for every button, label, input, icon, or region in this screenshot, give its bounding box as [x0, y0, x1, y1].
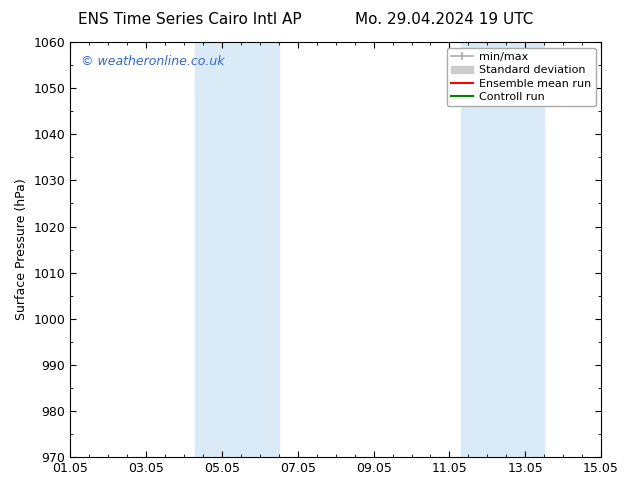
Bar — [461, 42, 544, 457]
Bar — [195, 42, 279, 457]
Text: Mo. 29.04.2024 19 UTC: Mo. 29.04.2024 19 UTC — [354, 12, 533, 27]
Text: ENS Time Series Cairo Intl AP: ENS Time Series Cairo Intl AP — [79, 12, 302, 27]
Text: © weatheronline.co.uk: © weatheronline.co.uk — [81, 54, 224, 68]
Y-axis label: Surface Pressure (hPa): Surface Pressure (hPa) — [15, 179, 28, 320]
Legend: min/max, Standard deviation, Ensemble mean run, Controll run: min/max, Standard deviation, Ensemble me… — [446, 48, 595, 106]
